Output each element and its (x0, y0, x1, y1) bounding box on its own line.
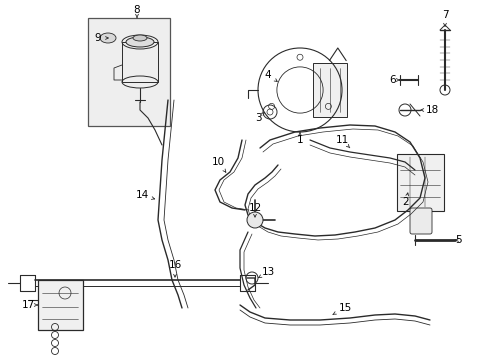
FancyBboxPatch shape (396, 154, 443, 211)
Text: 15: 15 (332, 303, 351, 314)
FancyBboxPatch shape (312, 63, 346, 117)
Text: 7: 7 (441, 10, 447, 26)
Circle shape (246, 212, 263, 228)
Text: 13: 13 (258, 267, 274, 278)
Text: 10: 10 (211, 157, 225, 172)
FancyBboxPatch shape (38, 280, 83, 330)
Text: 12: 12 (248, 203, 261, 217)
Text: 5: 5 (454, 235, 460, 245)
Text: 3: 3 (254, 113, 264, 123)
Text: 14: 14 (135, 190, 154, 200)
Text: 18: 18 (420, 105, 438, 115)
Text: 9: 9 (95, 33, 108, 43)
Ellipse shape (126, 37, 154, 47)
Ellipse shape (100, 33, 116, 43)
Text: 8: 8 (133, 5, 140, 18)
Text: 2: 2 (402, 193, 408, 207)
Ellipse shape (133, 35, 147, 41)
FancyBboxPatch shape (409, 208, 431, 234)
Text: 11: 11 (335, 135, 349, 148)
Text: 4: 4 (264, 70, 277, 81)
Text: 6: 6 (389, 75, 399, 85)
FancyBboxPatch shape (88, 18, 170, 126)
Text: 16: 16 (168, 260, 181, 277)
Text: 1: 1 (296, 132, 303, 145)
Text: 17: 17 (21, 300, 38, 310)
